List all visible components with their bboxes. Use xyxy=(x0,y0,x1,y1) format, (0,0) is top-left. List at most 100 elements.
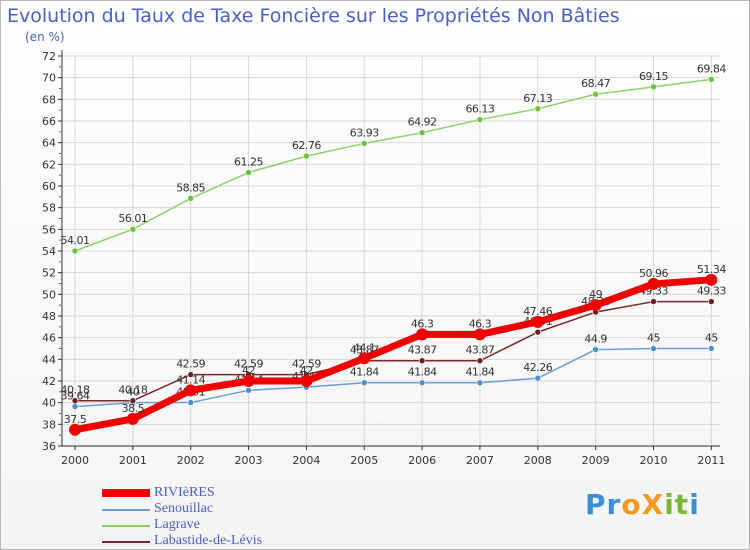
data-label-senouillac: 45 xyxy=(647,332,660,345)
x-tick-label: 2005 xyxy=(350,454,378,467)
logo-letter: P xyxy=(585,488,607,521)
y-tick-label: 50 xyxy=(42,288,56,301)
series-line-senouillac xyxy=(74,347,712,408)
y-tick-label: 52 xyxy=(42,267,56,280)
x-tick-label: 2006 xyxy=(408,454,436,467)
data-point-senouillac xyxy=(360,379,368,387)
data-point-lagrave xyxy=(708,76,715,83)
legend-swatch xyxy=(102,489,150,497)
x-tick-label: 2000 xyxy=(61,454,89,467)
data-label-labastide-de-l-vis: 43.87 xyxy=(465,344,494,357)
y-tick-label: 44 xyxy=(42,353,56,366)
legend-swatch xyxy=(102,525,150,527)
data-label-rivi-res: 42 xyxy=(242,364,255,377)
y-tick-label: 70 xyxy=(42,72,56,85)
data-label-lagrave: 54.01 xyxy=(61,234,90,247)
data-point-rivi-res xyxy=(647,277,660,290)
logo-letter: X xyxy=(641,488,665,521)
data-label-lagrave: 63.93 xyxy=(350,126,379,139)
legend-label: Labastide-de-Lévis xyxy=(154,533,263,548)
y-tick-label: 62 xyxy=(42,158,56,171)
data-point-senouillac xyxy=(534,374,542,382)
legend-label: RIVIèRES xyxy=(154,485,215,500)
data-point-lagrave xyxy=(245,169,252,176)
y-tick-label: 46 xyxy=(42,332,56,345)
data-label-labastide-de-l-vis: 42.59 xyxy=(234,358,263,371)
data-point-labastide-de-l-vis xyxy=(708,298,715,305)
data-point-lagrave xyxy=(534,105,542,113)
data-point-labastide-de-l-vis xyxy=(534,328,542,336)
data-label-senouillac: 40 xyxy=(126,386,139,399)
data-point-senouillac xyxy=(592,346,599,353)
data-label-lagrave: 58.85 xyxy=(176,181,205,194)
y-tick-label: 36 xyxy=(42,440,56,453)
data-point-senouillac xyxy=(71,403,79,410)
proxiti-logo: ProXiti xyxy=(585,488,700,521)
y-tick-label: 56 xyxy=(42,223,56,236)
legend-swatch xyxy=(102,541,150,543)
data-label-rivi-res: 38.5 xyxy=(122,402,145,415)
y-tick-label: 68 xyxy=(42,93,56,106)
data-label-rivi-res: 47.46 xyxy=(523,305,552,318)
data-label-rivi-res: 42 xyxy=(300,364,313,377)
data-label-lagrave: 69.15 xyxy=(639,70,668,83)
data-label-lagrave: 66.13 xyxy=(465,103,494,116)
data-point-lagrave xyxy=(71,247,79,255)
data-label-lagrave: 68.47 xyxy=(581,77,610,90)
data-label-senouillac: 39.64 xyxy=(61,390,90,403)
data-point-labastide-de-l-vis xyxy=(71,397,79,405)
y-tick-label: 72 xyxy=(42,50,56,63)
data-label-lagrave: 56.01 xyxy=(118,212,147,225)
data-point-lagrave xyxy=(418,129,426,136)
data-point-lagrave xyxy=(592,90,599,98)
logo-letter: i xyxy=(664,488,675,521)
x-tick-label: 2011 xyxy=(697,454,725,467)
data-point-rivi-res xyxy=(242,375,255,387)
data-label-senouillac: 42.26 xyxy=(523,361,552,374)
data-label-rivi-res: 46.3 xyxy=(411,317,434,330)
data-point-labastide-de-l-vis xyxy=(476,357,484,365)
chart-subtitle: (en %) xyxy=(25,30,65,44)
data-point-lagrave xyxy=(650,83,657,91)
data-point-rivi-res xyxy=(184,384,197,397)
y-tick-label: 58 xyxy=(42,202,56,215)
x-tick-label: 2008 xyxy=(524,454,552,467)
data-label-lagrave: 62.76 xyxy=(292,139,321,152)
series-line-labastide-de-l-vis xyxy=(75,300,712,402)
data-label-rivi-res: 50.96 xyxy=(639,267,668,280)
data-point-rivi-res xyxy=(126,412,139,425)
series-line-lagrave xyxy=(74,78,712,252)
y-tick-label: 48 xyxy=(42,310,56,323)
x-tick-label: 2007 xyxy=(466,454,494,467)
data-point-senouillac xyxy=(187,399,194,406)
data-label-rivi-res: 46.3 xyxy=(469,317,492,330)
data-point-rivi-res xyxy=(473,328,486,341)
data-label-senouillac: 45 xyxy=(705,332,718,345)
data-point-rivi-res xyxy=(589,299,602,312)
y-tick-label: 38 xyxy=(42,418,56,431)
data-point-rivi-res xyxy=(416,328,429,341)
data-point-rivi-res xyxy=(358,352,371,365)
data-point-rivi-res xyxy=(300,375,313,387)
x-tick-label: 2010 xyxy=(640,454,668,467)
data-point-lagrave xyxy=(303,152,310,160)
legend-swatch xyxy=(102,509,150,511)
data-point-lagrave xyxy=(129,225,137,233)
data-label-labastide-de-l-vis: 40.18 xyxy=(118,384,147,397)
data-label-rivi-res: 41.14 xyxy=(176,373,205,386)
y-tick-label: 66 xyxy=(42,115,56,128)
x-tick-label: 2004 xyxy=(292,454,320,467)
data-label-lagrave: 69.84 xyxy=(697,62,726,75)
data-point-lagrave xyxy=(187,195,194,202)
data-label-labastide-de-l-vis: 49.33 xyxy=(697,285,726,298)
x-tick-label: 2001 xyxy=(119,454,147,467)
series-line-rivi-res xyxy=(74,276,712,434)
data-label-senouillac: 41.84 xyxy=(408,366,437,379)
data-point-senouillac xyxy=(245,387,252,394)
data-label-labastide-de-l-vis: 42.59 xyxy=(292,358,321,371)
y-tick-label: 42 xyxy=(42,375,56,388)
data-label-rivi-res: 51.34 xyxy=(697,263,726,276)
x-tick-label: 2009 xyxy=(582,454,610,467)
